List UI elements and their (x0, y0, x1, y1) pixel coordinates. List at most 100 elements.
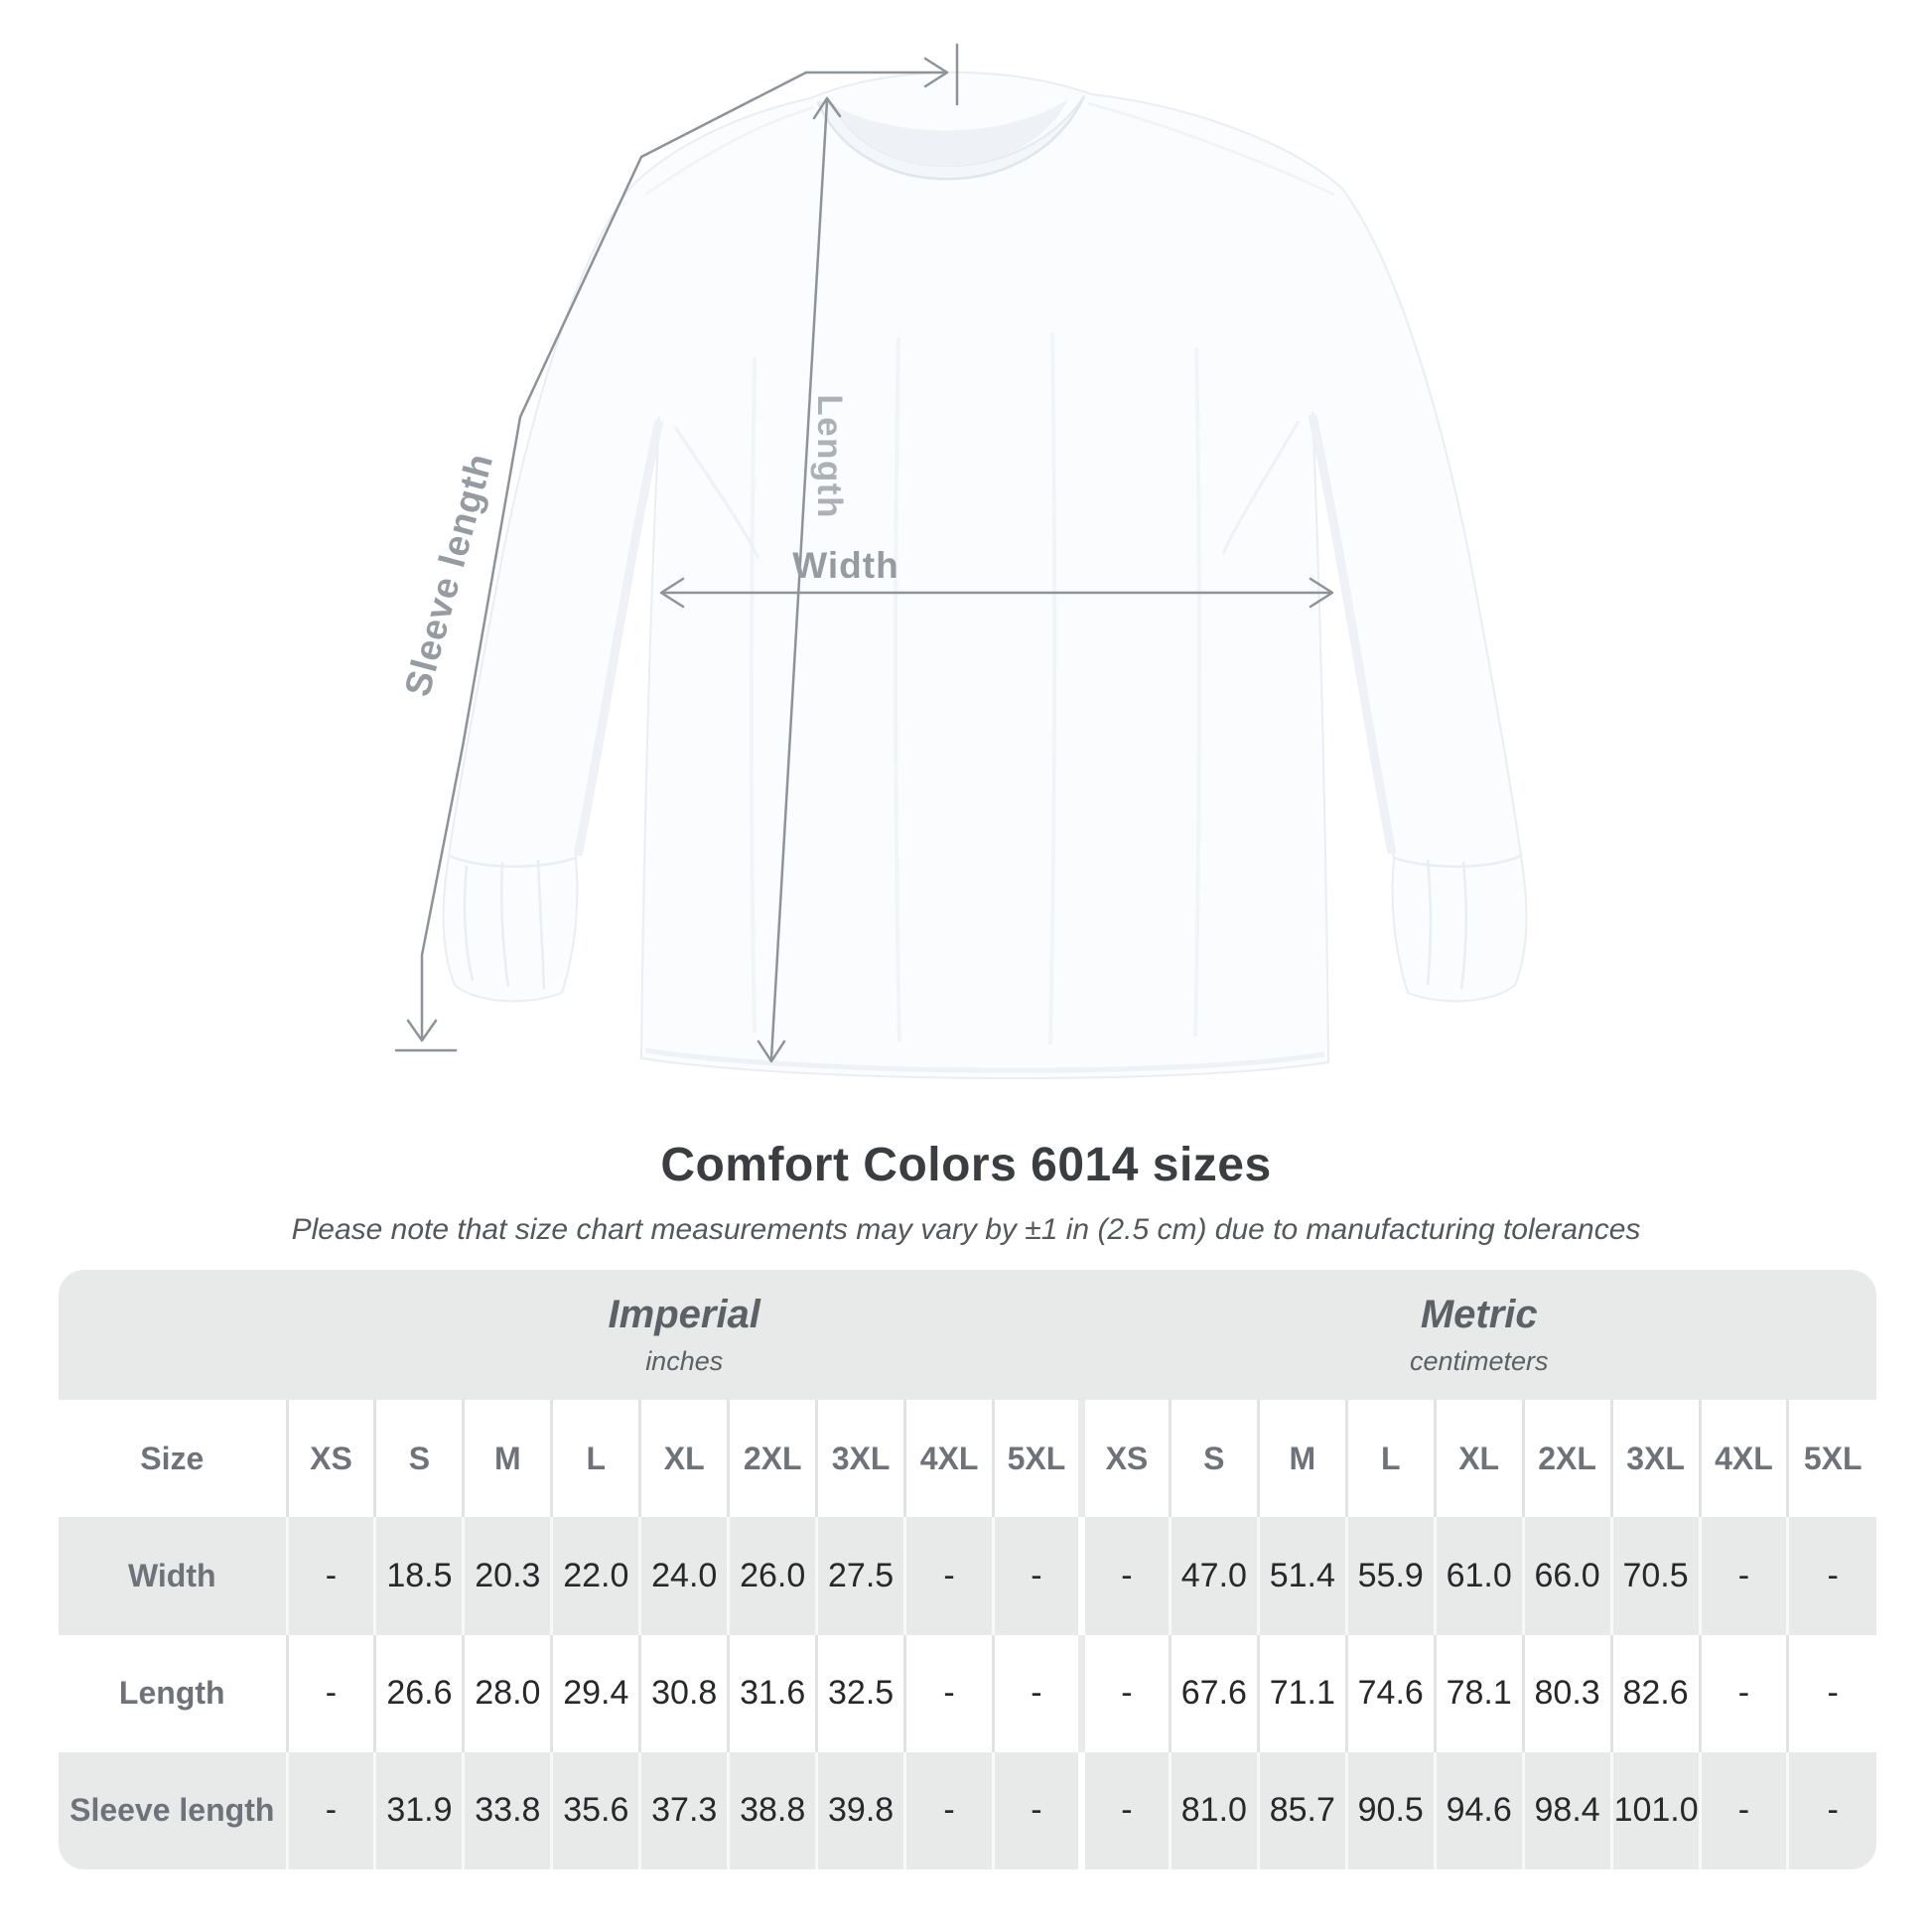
measurement-value-cell: 24.0 (638, 1517, 729, 1635)
measurement-value-cell: 66.0 (1521, 1517, 1612, 1635)
measurement-value-cell: - (1698, 1634, 1788, 1752)
measurement-value-cell: - (1698, 1751, 1788, 1869)
measurement-value-cell: 51.4 (1256, 1517, 1347, 1635)
long-sleeve-shirt-illustration (442, 70, 1528, 1080)
width-label: Width (792, 545, 898, 586)
size-column-header: XS (1077, 1400, 1171, 1518)
size-column-header: 4XL (903, 1400, 994, 1518)
measurement-value-cell: 39.8 (815, 1751, 905, 1869)
measurement-row-label: Length (118, 1675, 225, 1712)
size-column-header: 2XL (1521, 1400, 1612, 1518)
size-header-label: Size (140, 1440, 205, 1476)
measurement-row: Sleeve length -31.9 33.8 35.6 37.3 38.8 39.8- -… (59, 1751, 1876, 1869)
size-column-header: 4XL (1698, 1400, 1788, 1518)
measurement-value-cell: 33.8 (462, 1751, 552, 1869)
measurement-value-cell: 71.1 (1256, 1634, 1347, 1752)
measurement-value-cell: 78.1 (1433, 1634, 1524, 1752)
shirt-measurement-diagram: Length Width Sleeve length (394, 43, 1528, 1080)
measurement-value-cell: - (903, 1751, 994, 1869)
measurement-value-cell: 35.6 (550, 1751, 640, 1869)
measurement-value-cell: - (1786, 1517, 1876, 1635)
measurement-value-cell: - (285, 1517, 375, 1635)
unit-section-name: Metric (1420, 1293, 1538, 1337)
measurement-value-cell: - (903, 1634, 994, 1752)
measurement-row-label: Width (127, 1557, 216, 1593)
size-column-header: XL (1433, 1400, 1524, 1518)
unit-section-unit: centimeters (1409, 1346, 1549, 1377)
measurement-value-cell: 98.4 (1521, 1751, 1612, 1869)
size-header-row: Size XS S M L XL 2XL 3XL 4XL 5XL XS S M L XL 2XL 3XL 4XL 5… (59, 1400, 1876, 1518)
measurement-value-cell: 38.8 (727, 1751, 817, 1869)
measurement-value-cell: 74.6 (1344, 1634, 1436, 1752)
units-row: Imperial inches Metric centimeters (59, 1270, 1876, 1401)
measurement-value-cell: 26.6 (373, 1634, 464, 1752)
measurement-value-cell: - (992, 1634, 1082, 1752)
page-title: Comfort Colors 6014 sizes (660, 1139, 1272, 1191)
size-column-header: L (550, 1400, 640, 1518)
measurement-value-cell: - (1698, 1517, 1788, 1635)
measurement-value-cell: 85.7 (1256, 1751, 1347, 1869)
units-blank-cell (59, 1270, 287, 1400)
measurement-value-cell: - (1077, 1751, 1171, 1869)
sleeve-length-line (394, 70, 808, 1052)
measurement-value-cell: 26.0 (727, 1517, 817, 1635)
measurement-value-cell: 80.3 (1521, 1634, 1612, 1752)
measurement-value-cell: 90.5 (1344, 1751, 1436, 1869)
size-column-header: 5XL (992, 1400, 1082, 1518)
measurement-value-cell: 31.9 (373, 1751, 464, 1869)
measurement-value-cell: 82.6 (1609, 1634, 1700, 1752)
collar-reference-line (804, 43, 959, 106)
size-column-header: M (462, 1400, 552, 1518)
measurement-value-cell: - (1077, 1634, 1171, 1752)
unit-section-name: Imperial (608, 1293, 760, 1337)
size-column-header: 3XL (815, 1400, 905, 1518)
unit-section-header-imperial: Imperial inches (287, 1270, 1081, 1400)
size-column-header: 3XL (1609, 1400, 1700, 1518)
measurement-value-cell: 18.5 (373, 1517, 464, 1635)
measurement-value-cell: 101.0 (1609, 1751, 1700, 1869)
measurement-value-cell: 27.5 (815, 1517, 905, 1635)
measurement-row-label: Sleeve length (69, 1792, 275, 1829)
size-column-header: M (1256, 1400, 1347, 1518)
measurement-value-cell: 47.0 (1168, 1517, 1259, 1635)
measurement-row: Length -26.6 28.0 29.4 30.8 31.6 32.5- - -67.6 71… (59, 1634, 1876, 1752)
size-column-header: L (1344, 1400, 1436, 1518)
measurement-value-cell: 70.5 (1609, 1517, 1700, 1635)
measurement-value-cell: - (992, 1517, 1082, 1635)
measurement-row: Width -18.5 20.3 22.0 24.0 26.0 27.5- - -47.0 51.… (59, 1517, 1876, 1635)
unit-section-unit: inches (645, 1346, 724, 1377)
size-table: Imperial inches Metric centimeters Size XS S M L… (59, 1270, 1876, 1869)
measurement-value-cell: - (1786, 1751, 1876, 1869)
length-line (757, 96, 842, 1063)
size-column-header: XS (285, 1400, 375, 1518)
measurement-value-cell: 20.3 (462, 1517, 552, 1635)
size-column-header: S (1168, 1400, 1259, 1518)
measurement-value-cell: 31.6 (727, 1634, 817, 1752)
unit-section-header-metric: Metric centimeters (1081, 1270, 1876, 1400)
measurement-value-cell: 37.3 (638, 1751, 729, 1869)
length-label: Length (810, 394, 849, 519)
measurement-value-cell: - (1077, 1517, 1171, 1635)
measurement-value-cell: 55.9 (1344, 1517, 1436, 1635)
measurement-value-cell: 94.6 (1433, 1751, 1524, 1869)
measurement-value-cell: - (1786, 1634, 1876, 1752)
measurement-value-cell: - (285, 1751, 375, 1869)
width-line (659, 577, 1334, 609)
measurement-value-cell: - (903, 1517, 994, 1635)
measurement-value-cell: 81.0 (1168, 1751, 1259, 1869)
size-column-header: XL (638, 1400, 729, 1518)
measurement-value-cell: 22.0 (550, 1517, 640, 1635)
measurement-value-cell: 67.6 (1168, 1634, 1259, 1752)
measurement-value-cell: 28.0 (462, 1634, 552, 1752)
measurement-value-cell: 32.5 (815, 1634, 905, 1752)
tolerance-note: Please note that size chart measurements… (291, 1213, 1641, 1246)
measurement-value-cell: - (285, 1634, 375, 1752)
measurement-value-cell: - (992, 1751, 1082, 1869)
size-column-header: 5XL (1786, 1400, 1876, 1518)
size-chart-table: Imperial inches Metric centimeters Size XS S M L… (59, 1270, 1876, 1869)
measurement-value-cell: 29.4 (550, 1634, 640, 1752)
measurement-value-cell: 61.0 (1433, 1517, 1524, 1635)
size-column-header: 2XL (727, 1400, 817, 1518)
size-column-header: S (373, 1400, 464, 1518)
